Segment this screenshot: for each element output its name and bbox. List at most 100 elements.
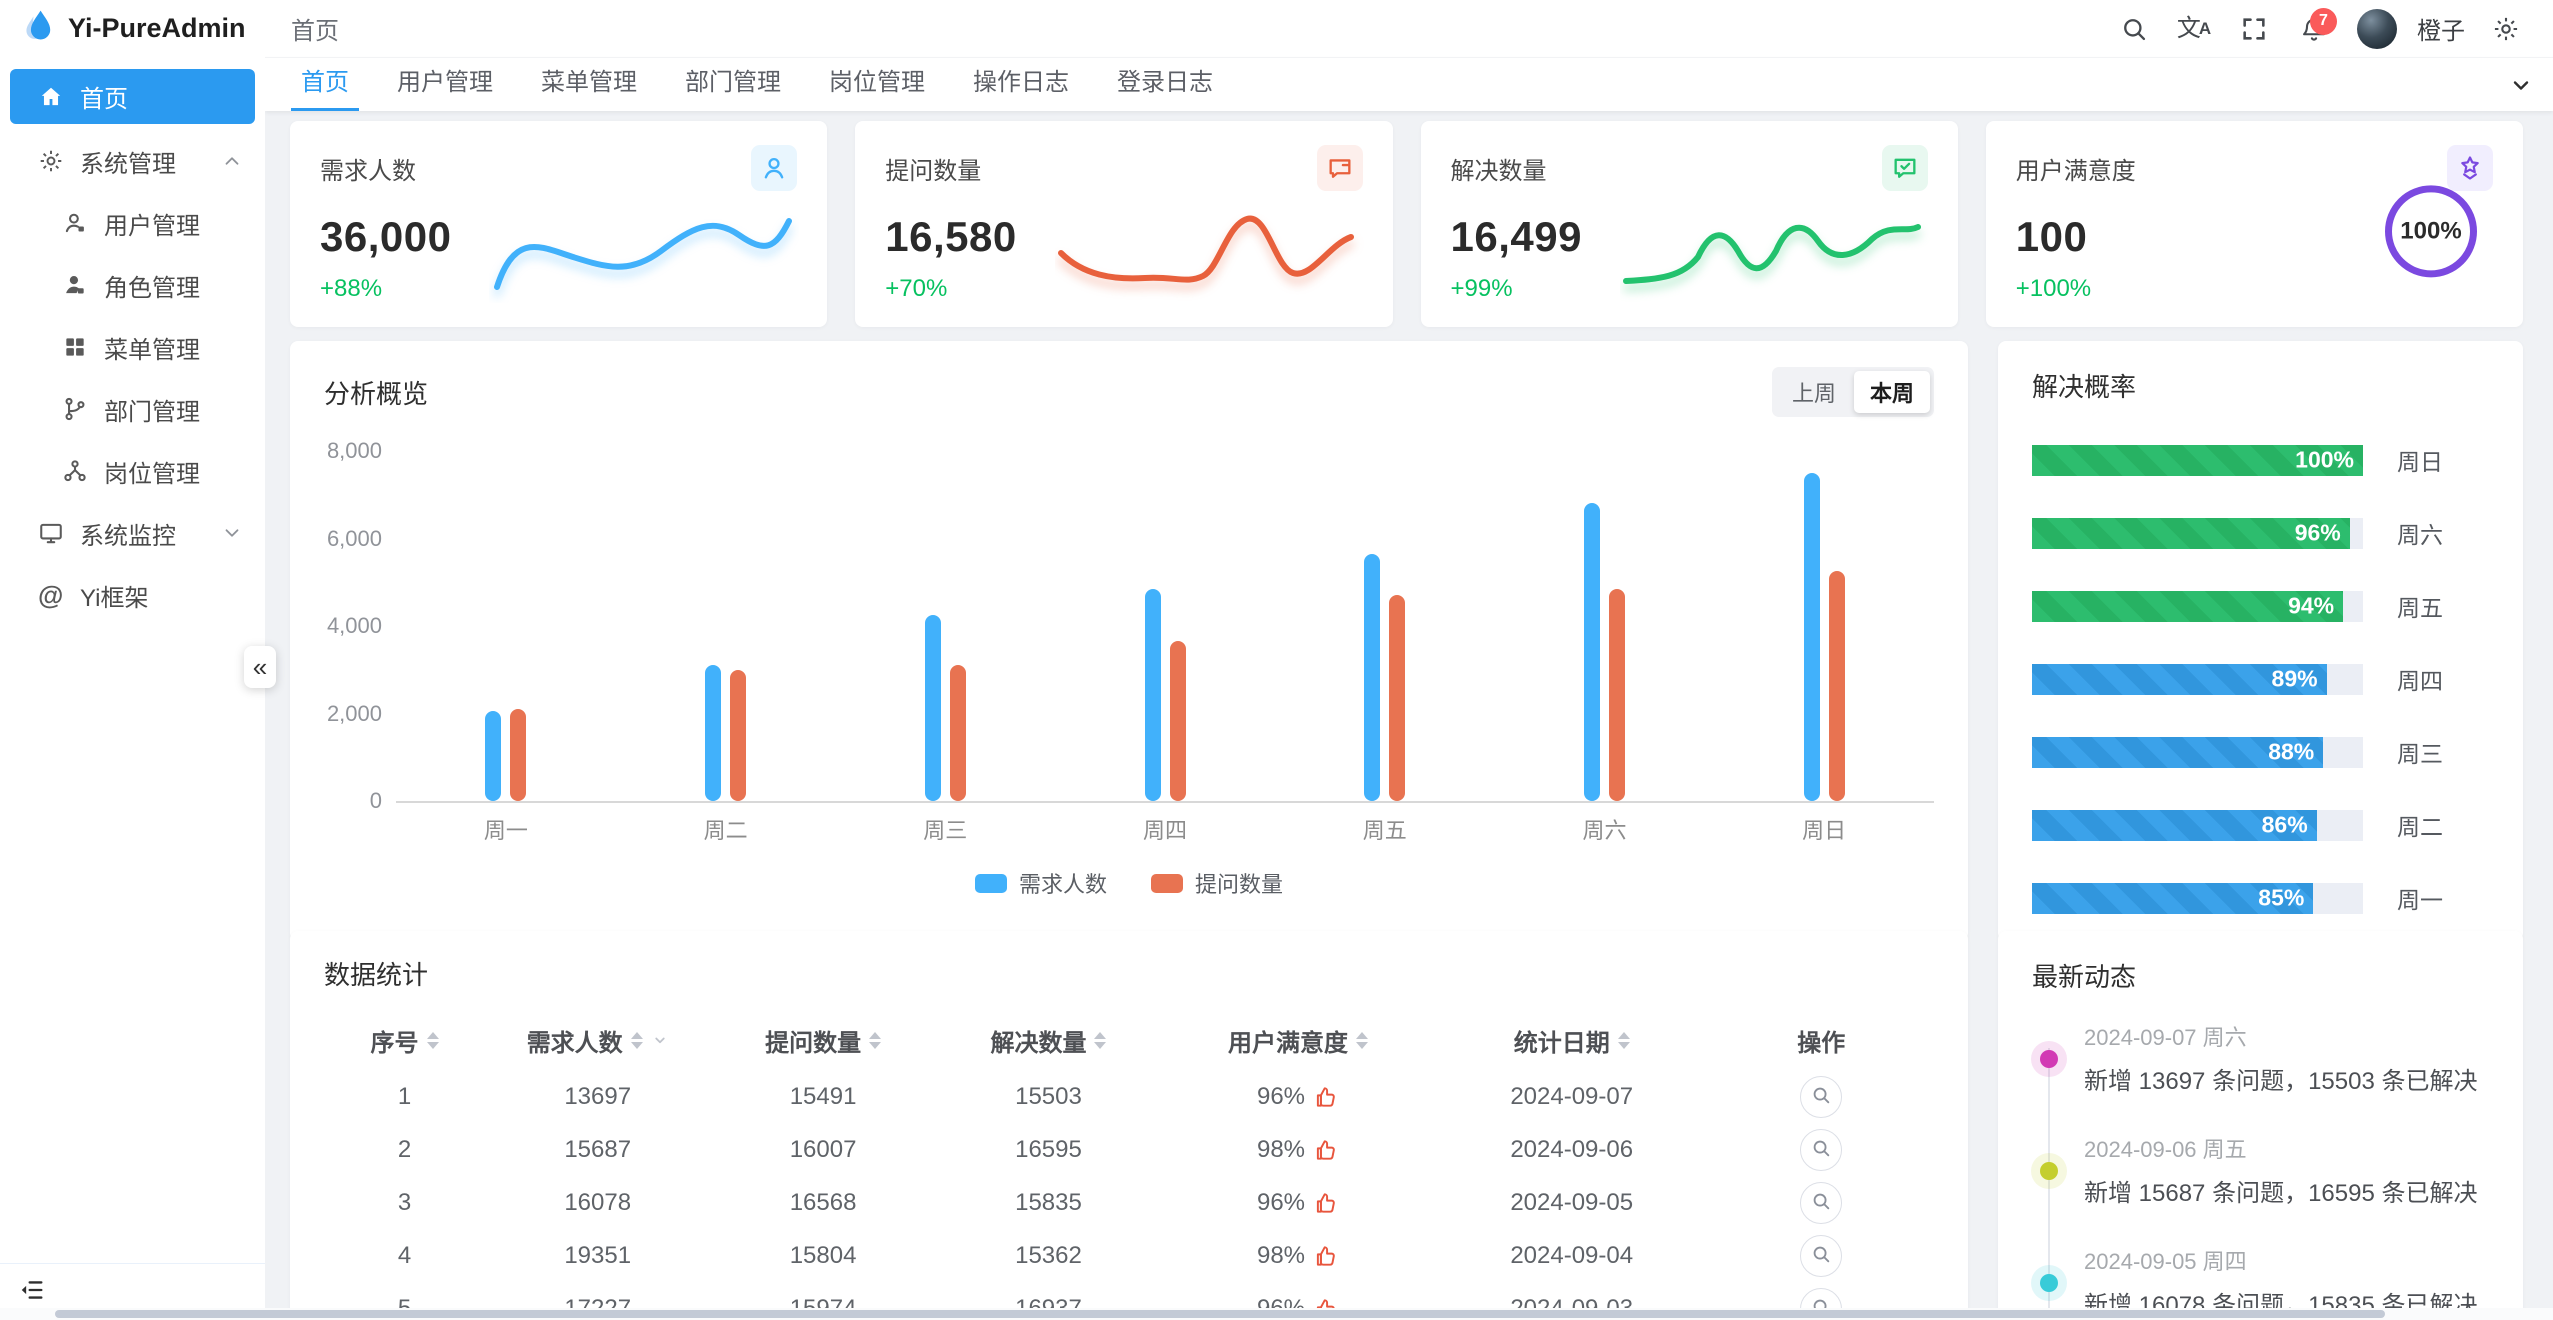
sidebar-item-首页[interactable]: 首页 [10,69,255,124]
bar-需求人数 [485,711,502,801]
tab-操作日志[interactable]: 操作日志 [973,69,1069,96]
sidebar-group-系统监控[interactable]: 系统监控 [0,502,265,564]
sidebar-item-岗位管理[interactable]: 岗位管理 [0,440,265,502]
table-cell: 4 [397,1241,412,1269]
tab-首页[interactable]: 首页 [291,58,359,111]
timeline-item: 2024-09-05 周四 新增 16078 条问题，15835 条已解决 [2032,1244,2489,1320]
column-header-label: 序号 [370,1029,419,1057]
sparkline [489,187,799,303]
table-cell: 15687 [564,1135,632,1163]
satisfaction-value: 96% [1257,1189,1339,1217]
sort-desc-icon[interactable] [1356,1041,1369,1049]
sidebar-item-部门管理[interactable]: 部门管理 [0,378,265,440]
sort-desc-icon[interactable] [630,1041,643,1049]
sidebar-group-系统管理[interactable]: 系统管理 [0,130,265,192]
stat-card-delta: +70% [885,275,948,302]
column-header-需求人数[interactable]: 需求人数 [485,1010,710,1070]
bell-icon[interactable]: 7 [2289,6,2339,52]
sidebar: Yi-PureAdmin 首页系统管理用户管理角色管理菜单管理 部门管理 岗位管理系… [0,0,265,1320]
column-header-inner: 用户满意度 [1228,1023,1369,1058]
sort-carets-icon[interactable] [426,1031,439,1049]
sort-asc-icon[interactable] [869,1031,882,1039]
progress-day-label: 周二 [2397,814,2443,840]
tab-岗位管理[interactable]: 岗位管理 [829,69,925,96]
timeline-date: 2024-09-06 周五 [2084,1137,2247,1162]
sidebar-collapse-button[interactable]: « [244,646,276,688]
chevron-down-icon[interactable] [2489,58,2553,111]
bar-提问数量 [1389,595,1406,801]
tab-部门管理[interactable]: 部门管理 [685,69,781,96]
sidebar-item-label: 用户管理 [104,212,200,240]
app-logo[interactable]: Yi-PureAdmin [0,0,265,57]
sort-asc-icon[interactable] [1617,1031,1630,1039]
column-header-统计日期[interactable]: 统计日期 [1435,1010,1709,1070]
progress-track: 89% [2032,663,2363,695]
sort-carets-icon[interactable] [869,1031,882,1049]
view-detail-button[interactable] [1800,1075,1843,1118]
table-cell: 15503 [1015,1082,1082,1110]
sort-carets-icon[interactable] [1094,1031,1107,1049]
breadcrumb[interactable]: 首页 [291,18,339,45]
sidebar-item-菜单管理[interactable]: 菜单管理 [0,316,265,378]
view-detail-button[interactable] [1800,1181,1843,1224]
latest-activity-card: 最新动态 2024-09-07 周六 新增 13697 条问题，15503 条已解… [1998,931,2523,1320]
table-cell-satisfaction: 96% [1161,1070,1435,1123]
sidebar-group-label: Yi框架 [80,584,149,612]
legend-item[interactable]: 需求人数 [974,867,1107,899]
notification-badge: 7 [2310,7,2337,35]
solve-progress-row: 100% 周日 [2032,443,2489,477]
thumb-up-icon [1313,1190,1339,1216]
bar-需求人数 [1583,503,1600,801]
progress-fill: 85% [2032,882,2314,914]
progress-percent-label: 89% [2271,665,2318,692]
avatar[interactable] [2357,8,2397,49]
solve-progress-row: 94% 周五 [2032,589,2489,623]
collapse-sidebar-icon[interactable] [18,1276,46,1309]
column-header-序号[interactable]: 序号 [324,1010,485,1070]
sort-desc-icon[interactable] [1094,1041,1107,1049]
view-detail-button[interactable] [1800,1234,1843,1277]
sidebar-item-角色管理[interactable]: 角色管理 [0,254,265,316]
solve-progress-row: 89% 周四 [2032,662,2489,696]
sort-asc-icon[interactable] [1356,1031,1369,1039]
sort-carets-icon[interactable] [1617,1031,1630,1049]
sort-carets-icon[interactable] [630,1031,643,1049]
sidebar-group-Yi框架[interactable]: @ Yi框架 [0,564,265,626]
chart-category-slot [616,451,836,801]
sidebar-item-label: 角色管理 [104,274,200,302]
table-cell-date: 2024-09-07 [1510,1082,1634,1110]
column-header-解决数量[interactable]: 解决数量 [936,1010,1161,1070]
toggle-上周[interactable]: 上周 [1791,381,1836,406]
fullscreen-icon[interactable] [2229,6,2279,52]
column-header-用户满意度[interactable]: 用户满意度 [1161,1010,1435,1070]
sort-desc-icon[interactable] [1617,1041,1630,1049]
table-cell: 13697 [564,1082,632,1110]
tab-用户管理[interactable]: 用户管理 [397,69,493,96]
sidebar-item-用户管理[interactable]: 用户管理 [0,192,265,254]
gear-icon[interactable] [2481,6,2531,52]
toggle-本周[interactable]: 本周 [1853,371,1930,413]
thumb-up-icon [1313,1137,1339,1163]
legend-item[interactable]: 提问数量 [1151,867,1283,899]
view-detail-button[interactable] [1800,1128,1843,1171]
sort-asc-icon[interactable] [630,1031,643,1039]
sidebar-group-label: 系统管理 [80,150,176,178]
sort-carets-icon[interactable] [1356,1031,1369,1049]
sort-desc-icon[interactable] [426,1041,439,1049]
tab-菜单管理[interactable]: 菜单管理 [541,69,637,96]
filter-chevron-icon[interactable] [651,1031,669,1049]
bar-需求人数 [1803,473,1820,801]
satisfaction-ring: 100% [2385,185,2477,278]
horizontal-scrollbar-thumb[interactable] [55,1310,2385,1318]
search-icon[interactable] [2109,6,2159,52]
sort-asc-icon[interactable] [426,1031,439,1039]
tab-登录日志[interactable]: 登录日志 [1117,69,1213,96]
column-header-提问数量[interactable]: 提问数量 [710,1010,935,1070]
sort-asc-icon[interactable] [1094,1031,1107,1039]
progress-fill: 89% [2032,663,2327,695]
user-icon [62,210,88,236]
sort-desc-icon[interactable] [869,1041,882,1049]
username[interactable]: 橙子 [2417,18,2465,45]
